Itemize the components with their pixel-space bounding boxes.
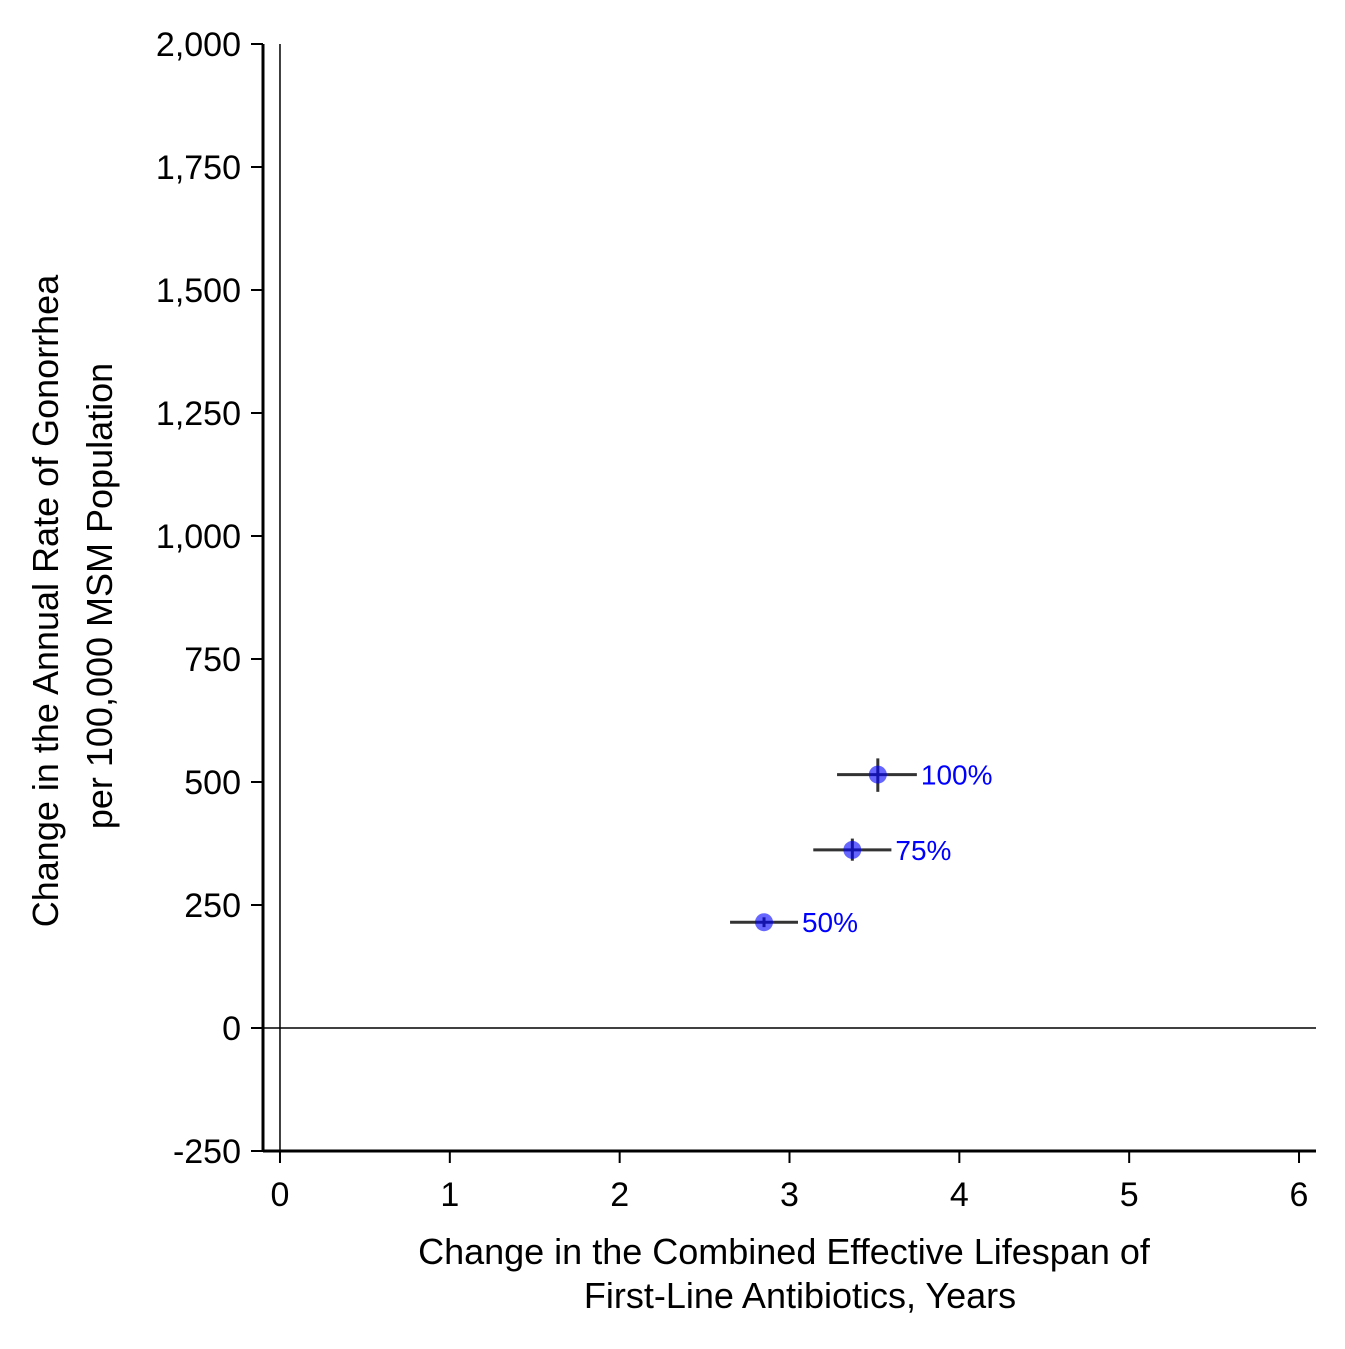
data-point bbox=[843, 840, 862, 859]
data-point bbox=[868, 765, 887, 784]
y-axis-title-line-2: per 100,000 MSM Population bbox=[79, 363, 120, 829]
y-axis-title-line-1: Change in the Annual Rate of Gonorrhea bbox=[25, 274, 66, 927]
y-tick-label: 1,250 bbox=[156, 395, 241, 433]
data-point-group: 100% bbox=[837, 758, 993, 792]
y-axis-ticks: -250 0 250 500 750 1,000 1,250 1,500 1,750 2,000 bbox=[156, 26, 263, 1171]
x-tick-label: 0 bbox=[271, 1176, 290, 1214]
scatter-series: 50% 75% 100% bbox=[730, 758, 993, 938]
x-tick-label: 1 bbox=[440, 1176, 459, 1214]
x-axis-title: Change in the Combined Effective Lifespa… bbox=[418, 1231, 1160, 1316]
y-tick-label: 1,000 bbox=[156, 518, 241, 556]
x-tick-label: 3 bbox=[780, 1176, 799, 1214]
x-tick-label: 5 bbox=[1120, 1176, 1139, 1214]
axes bbox=[261, 44, 1316, 1153]
y-tick-label: 0 bbox=[222, 1010, 241, 1048]
data-point-group: 75% bbox=[813, 835, 951, 866]
x-tick-label: 4 bbox=[950, 1176, 969, 1214]
data-point-label: 50% bbox=[802, 907, 858, 938]
y-axis-title: Change in the Annual Rate of Gonorrhea p… bbox=[25, 265, 120, 927]
data-point-label: 100% bbox=[921, 760, 993, 791]
x-axis-title-line-2: First-Line Antibiotics, Years bbox=[584, 1275, 1016, 1316]
y-tick-label: 750 bbox=[184, 641, 241, 679]
y-tick-label: -250 bbox=[173, 1133, 241, 1171]
x-axis-title-line-1: Change in the Combined Effective Lifespa… bbox=[418, 1231, 1151, 1272]
x-axis-ticks: 0 1 2 3 4 5 6 bbox=[271, 1151, 1309, 1214]
data-point bbox=[755, 913, 774, 932]
x-tick-label: 6 bbox=[1290, 1176, 1309, 1214]
y-tick-label: 1,500 bbox=[156, 272, 241, 310]
y-tick-label: 500 bbox=[184, 764, 241, 802]
y-tick-label: 2,000 bbox=[156, 26, 241, 64]
data-point-label: 75% bbox=[895, 835, 951, 866]
reference-lines bbox=[263, 44, 1316, 1151]
y-tick-label: 250 bbox=[184, 887, 241, 925]
x-tick-label: 2 bbox=[610, 1176, 629, 1214]
y-tick-label: 1,750 bbox=[156, 149, 241, 187]
data-point-group: 50% bbox=[730, 907, 858, 938]
